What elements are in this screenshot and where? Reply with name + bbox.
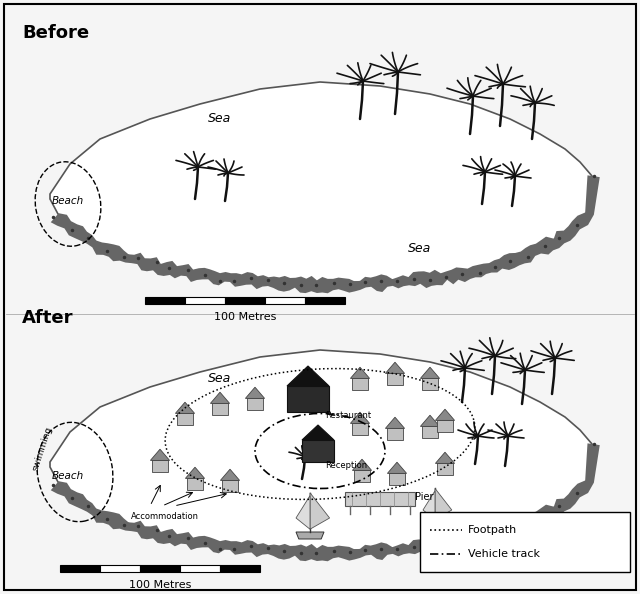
Bar bbox=[287, 386, 329, 412]
Bar bbox=[247, 399, 263, 410]
Bar bbox=[422, 378, 438, 390]
Polygon shape bbox=[287, 366, 329, 386]
Bar bbox=[352, 378, 368, 390]
Polygon shape bbox=[175, 402, 195, 413]
Text: Sea: Sea bbox=[408, 242, 431, 255]
Polygon shape bbox=[423, 491, 435, 520]
Polygon shape bbox=[51, 175, 600, 293]
Text: Before: Before bbox=[22, 24, 89, 42]
Bar bbox=[305, 297, 345, 304]
Bar bbox=[100, 565, 140, 572]
Text: Accommodation: Accommodation bbox=[131, 512, 199, 521]
Bar bbox=[387, 374, 403, 384]
Text: Pier: Pier bbox=[415, 492, 433, 502]
Bar bbox=[420, 512, 630, 572]
Polygon shape bbox=[51, 443, 600, 561]
Text: Vehicle track: Vehicle track bbox=[468, 549, 540, 559]
Text: 100 Metres: 100 Metres bbox=[129, 580, 191, 590]
Bar bbox=[145, 297, 185, 304]
Polygon shape bbox=[220, 469, 239, 481]
Polygon shape bbox=[385, 362, 404, 374]
Bar bbox=[180, 565, 220, 572]
Bar bbox=[389, 473, 405, 485]
Polygon shape bbox=[420, 415, 440, 426]
Bar bbox=[352, 424, 368, 435]
Polygon shape bbox=[211, 392, 230, 403]
Bar bbox=[437, 421, 453, 432]
Text: Beach: Beach bbox=[52, 196, 84, 206]
Polygon shape bbox=[351, 412, 370, 424]
Polygon shape bbox=[50, 82, 595, 282]
Bar bbox=[387, 428, 403, 440]
Polygon shape bbox=[385, 417, 404, 428]
Text: Sea: Sea bbox=[209, 372, 232, 386]
Bar bbox=[345, 492, 415, 506]
Polygon shape bbox=[310, 493, 330, 529]
Polygon shape bbox=[150, 449, 170, 460]
Text: 100 Metres: 100 Metres bbox=[214, 312, 276, 322]
Polygon shape bbox=[435, 488, 452, 520]
Polygon shape bbox=[245, 387, 264, 399]
Polygon shape bbox=[353, 459, 372, 470]
Polygon shape bbox=[435, 452, 454, 463]
Bar bbox=[152, 460, 168, 472]
Polygon shape bbox=[420, 367, 440, 378]
Bar bbox=[265, 297, 305, 304]
Polygon shape bbox=[296, 495, 310, 529]
Bar bbox=[302, 440, 334, 462]
Polygon shape bbox=[50, 350, 595, 550]
Polygon shape bbox=[302, 425, 334, 440]
Polygon shape bbox=[435, 409, 454, 421]
Bar bbox=[422, 426, 438, 438]
Polygon shape bbox=[186, 467, 205, 478]
Text: Sea: Sea bbox=[209, 112, 232, 125]
Polygon shape bbox=[423, 522, 447, 528]
Text: Footpath: Footpath bbox=[468, 525, 517, 535]
Bar bbox=[177, 413, 193, 425]
Text: After: After bbox=[22, 309, 74, 327]
Polygon shape bbox=[296, 532, 324, 539]
Bar bbox=[187, 478, 203, 489]
Polygon shape bbox=[351, 367, 370, 378]
Bar bbox=[225, 297, 265, 304]
Text: Beach: Beach bbox=[52, 471, 84, 481]
Text: swimming: swimming bbox=[31, 426, 53, 472]
Bar bbox=[185, 297, 225, 304]
Bar bbox=[222, 481, 238, 492]
Polygon shape bbox=[387, 462, 406, 473]
Text: Restaurant: Restaurant bbox=[325, 411, 371, 420]
Bar bbox=[354, 470, 370, 482]
Bar bbox=[220, 565, 260, 572]
Bar bbox=[140, 565, 180, 572]
Bar bbox=[60, 565, 100, 572]
Bar bbox=[212, 403, 228, 415]
Bar bbox=[437, 463, 453, 475]
Text: Reception: Reception bbox=[325, 461, 367, 470]
